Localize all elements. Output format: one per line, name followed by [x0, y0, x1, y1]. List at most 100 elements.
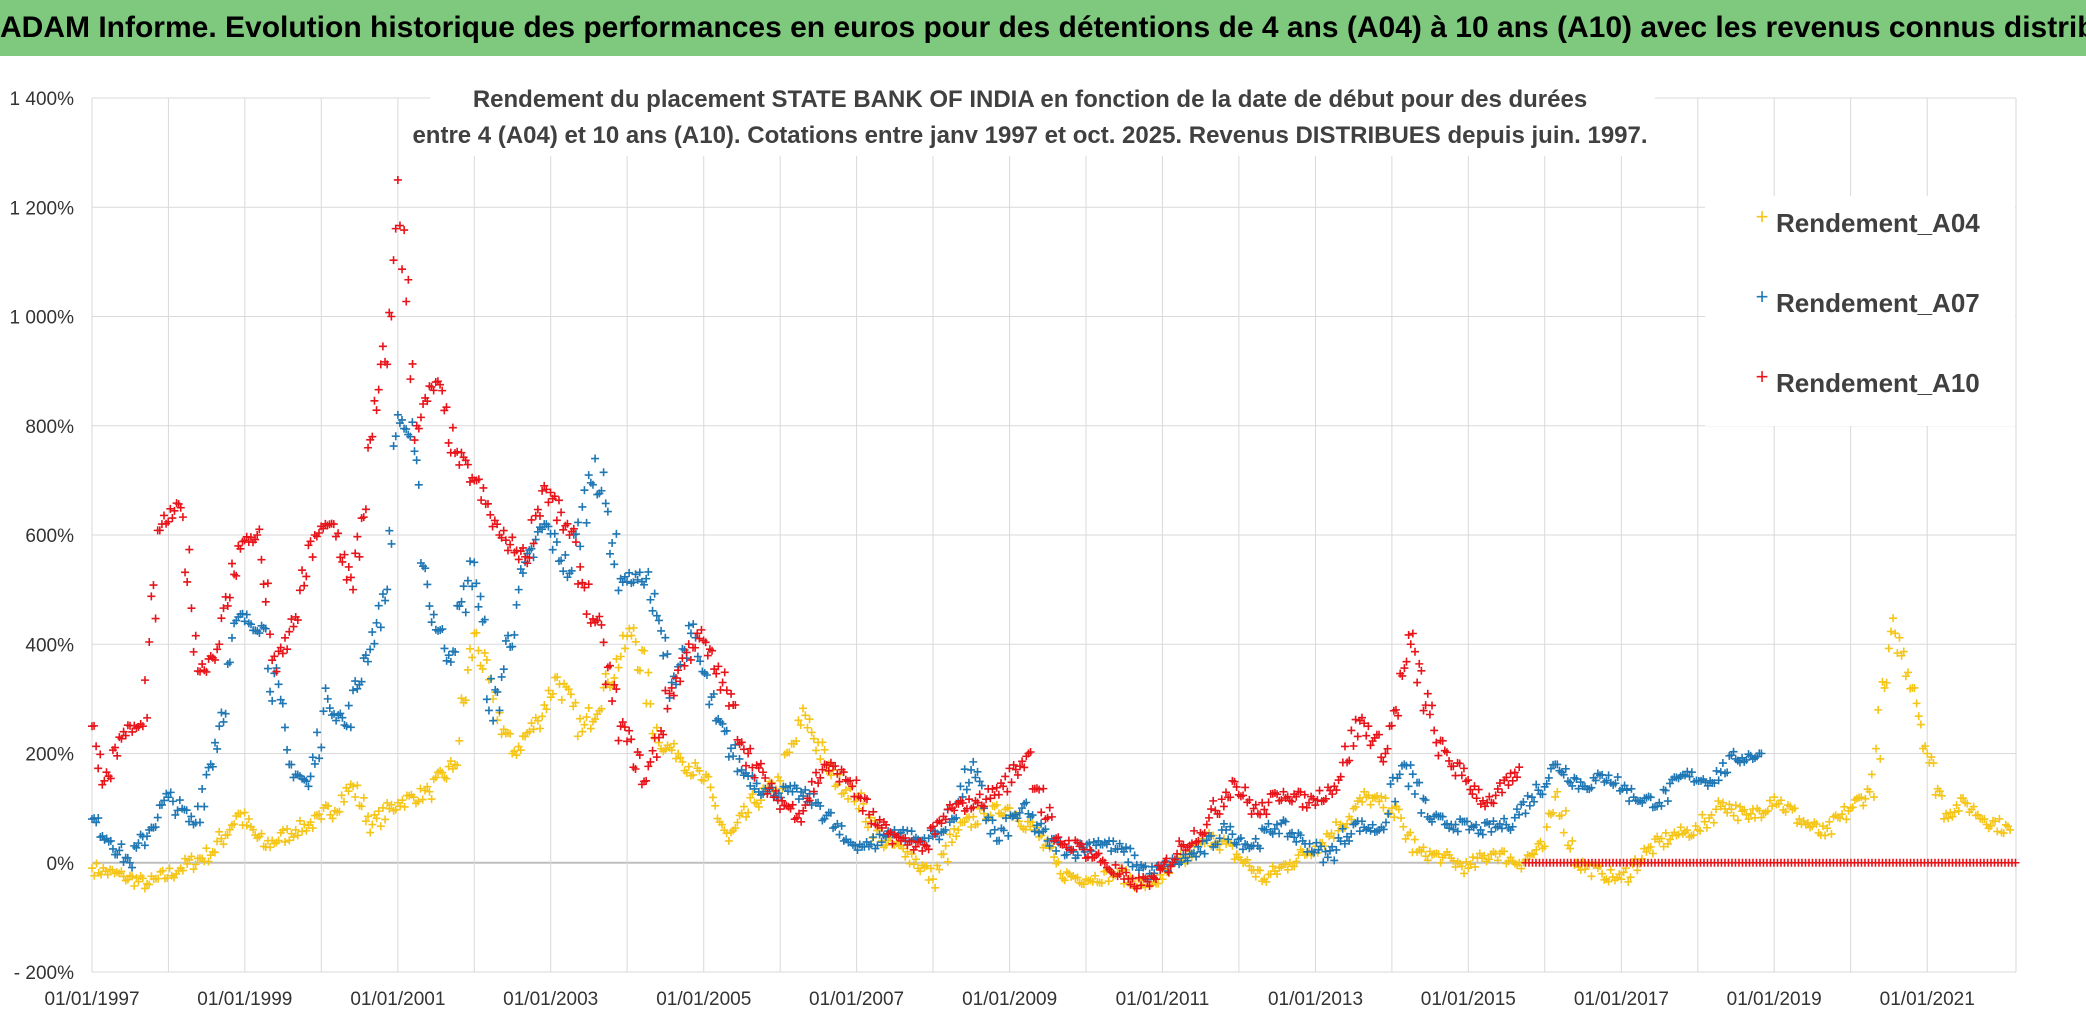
data-point	[225, 658, 234, 667]
data-point	[1731, 801, 1740, 810]
data-point	[1011, 765, 1020, 774]
data-point	[801, 785, 810, 794]
data-point	[1598, 869, 1607, 878]
data-point	[1215, 834, 1224, 843]
data-point	[359, 513, 368, 522]
data-point	[503, 546, 512, 555]
data-point	[404, 275, 413, 284]
data-point	[168, 797, 177, 806]
data-point	[1587, 872, 1596, 881]
data-point	[1219, 802, 1228, 811]
data-point	[1209, 796, 1218, 805]
data-point	[992, 800, 1001, 809]
data-point	[920, 840, 929, 849]
data-point	[952, 813, 961, 822]
data-point	[665, 689, 674, 698]
data-point	[1510, 813, 1519, 822]
data-point	[924, 875, 933, 884]
data-point	[1262, 877, 1271, 886]
data-point	[1411, 647, 1419, 656]
data-point	[499, 526, 508, 535]
data-point	[608, 697, 617, 706]
data-point	[346, 723, 355, 732]
data-point	[1336, 772, 1345, 781]
data-point	[468, 653, 477, 662]
data-point	[1714, 797, 1723, 806]
banner-title: ADAM Informe. Evolution historique des p…	[0, 0, 2086, 56]
data-point	[731, 824, 740, 833]
data-point	[340, 550, 349, 559]
data-point	[1646, 842, 1655, 851]
data-point	[763, 789, 772, 798]
data-point	[1944, 814, 1953, 823]
data-point	[1124, 858, 1133, 867]
data-point	[960, 818, 969, 827]
data-point	[1028, 811, 1037, 820]
data-point	[862, 837, 871, 846]
data-point	[1283, 865, 1292, 874]
data-point	[708, 793, 717, 802]
data-point	[633, 575, 642, 584]
x-tick-label: 01/01/2013	[1268, 989, 1363, 1010]
data-point	[140, 841, 149, 850]
data-point	[476, 592, 485, 601]
data-point	[1060, 876, 1069, 885]
data-point	[261, 624, 270, 633]
data-point	[888, 839, 897, 848]
data-point	[722, 726, 731, 735]
data-point	[1336, 837, 1345, 846]
data-point	[1504, 781, 1513, 790]
data-point	[1487, 827, 1496, 836]
data-point	[1626, 873, 1635, 882]
data-point	[353, 781, 362, 790]
data-point	[136, 720, 145, 729]
data-point	[956, 782, 965, 791]
data-point	[1755, 806, 1764, 815]
data-point	[488, 522, 497, 531]
data-point	[480, 615, 489, 624]
data-point	[1427, 817, 1436, 826]
data-point	[744, 808, 753, 817]
data-point	[1615, 870, 1624, 879]
data-point	[1729, 811, 1738, 820]
data-point	[397, 415, 406, 424]
data-point	[204, 857, 213, 866]
data-point	[954, 825, 963, 834]
data-point	[189, 647, 198, 656]
data-point	[635, 568, 644, 577]
data-point	[1742, 755, 1751, 764]
data-point	[996, 779, 1005, 788]
data-point	[90, 871, 99, 880]
data-point	[1698, 810, 1707, 819]
data-point	[368, 628, 377, 637]
data-point	[477, 496, 486, 505]
data-point	[1296, 831, 1305, 840]
data-point	[1047, 812, 1056, 821]
data-point	[548, 689, 557, 698]
data-point	[1781, 807, 1790, 816]
data-point	[1366, 800, 1375, 809]
data-point	[266, 687, 275, 696]
data-point	[680, 661, 689, 670]
data-point	[470, 558, 479, 567]
data-point	[535, 511, 544, 520]
data-point	[1141, 883, 1150, 892]
data-point	[627, 735, 636, 744]
data-point	[215, 827, 224, 836]
data-point	[1381, 818, 1390, 827]
data-point	[1073, 838, 1082, 847]
data-point	[652, 753, 661, 762]
data-point	[999, 826, 1008, 835]
data-point	[1190, 826, 1199, 835]
data-point	[187, 852, 196, 861]
data-point	[1226, 793, 1235, 802]
data-point	[398, 796, 407, 805]
data-point	[1633, 866, 1642, 875]
data-point	[1937, 791, 1946, 800]
data-point	[506, 729, 515, 738]
data-point	[395, 221, 404, 230]
data-point	[221, 709, 230, 718]
data-point	[1017, 804, 1026, 813]
data-point	[1827, 830, 1836, 839]
data-point	[1098, 856, 1107, 865]
